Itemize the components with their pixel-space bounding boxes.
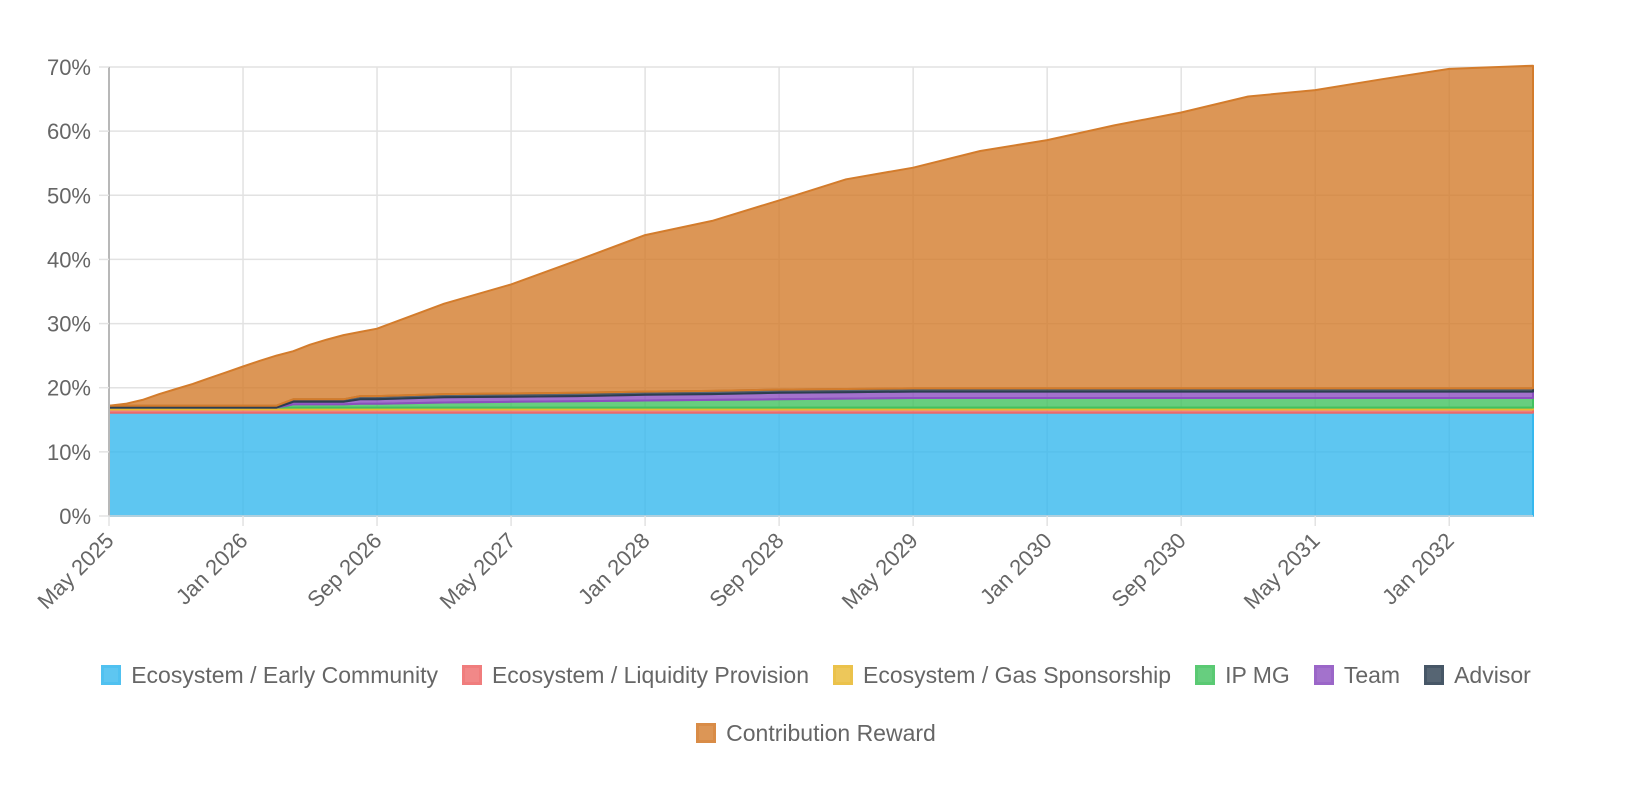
x-tick-label: May 2031 [1239,528,1325,614]
y-axis-ticks: 0% 10% 20% 30% 40% 50% 60% 70% [47,55,109,529]
x-tick-label: Jan 2026 [171,528,253,610]
x-tick-label: Jan 2030 [975,528,1057,610]
legend-item-advisor[interactable]: Advisor [1424,662,1531,688]
x-tick-label: Sep 2026 [302,528,386,612]
legend-label: IP MG [1225,661,1290,688]
legend-swatch [1313,665,1334,685]
x-tick-label: Jan 2028 [573,528,655,610]
y-tick-label: 0% [59,504,91,529]
legend-label: Ecosystem / Early Community [131,661,438,688]
y-tick-label: 40% [47,247,91,272]
y-tick-label: 60% [47,119,91,144]
area-series-6 [108,64,1534,407]
legend-item-ip-mg[interactable]: IP MG [1195,662,1290,688]
legend-label: Ecosystem / Gas Sponsorship [862,661,1172,688]
x-tick-label: May 2029 [837,528,923,614]
legend-swatch [696,723,717,743]
chart-axes [108,67,1533,517]
x-axis-ticks: May 2025 Jan 2026 Sep 2026 May 2027 Jan 2028… [33,516,1459,614]
y-tick-label: 50% [47,183,91,208]
stacked-area-chart: 0% 10% 20% 30% 40% 50% 60% 70% May 2025 Jan 2026… [33,55,1534,614]
legend-label: Contribution Reward [726,719,936,746]
y-tick-label: 30% [47,312,91,337]
x-tick-label: May 2025 [33,528,119,614]
x-tick-label: Sep 2030 [1106,528,1190,612]
legend-swatch [101,665,122,685]
legend-swatch [1195,665,1216,685]
legend-item-contribution-reward[interactable]: Contribution Reward [696,720,936,746]
y-tick-label: 20% [47,376,91,401]
y-tick-label: 70% [47,55,91,80]
legend-item-ecosystem-early-community[interactable]: Ecosystem / Early Community [101,662,438,688]
x-tick-label: Sep 2028 [704,528,788,612]
legend-label: Advisor [1454,661,1531,688]
legend-item-ecosystem-gas-sponsorship[interactable]: Ecosystem / Gas Sponsorship [832,661,1172,688]
legend-item-ecosystem-liquidity-provision[interactable]: Ecosystem / Liquidity Provision [461,661,809,688]
legend-label: Team [1343,661,1401,688]
legend-item-team[interactable]: Team [1313,661,1401,688]
x-tick-label: May 2027 [435,528,521,614]
legend-swatch [832,665,853,685]
y-tick-label: 10% [47,440,91,465]
area-series-0 [108,411,1534,517]
x-tick-label: Jan 2032 [1377,528,1459,610]
legend-swatch [461,665,482,685]
chart-areas [108,64,1534,517]
legend-swatch [1424,665,1445,685]
legend-label: Ecosystem / Liquidity Provision [491,661,809,688]
chart-legend: Ecosystem / Early Community Ecosystem / … [0,662,1632,746]
